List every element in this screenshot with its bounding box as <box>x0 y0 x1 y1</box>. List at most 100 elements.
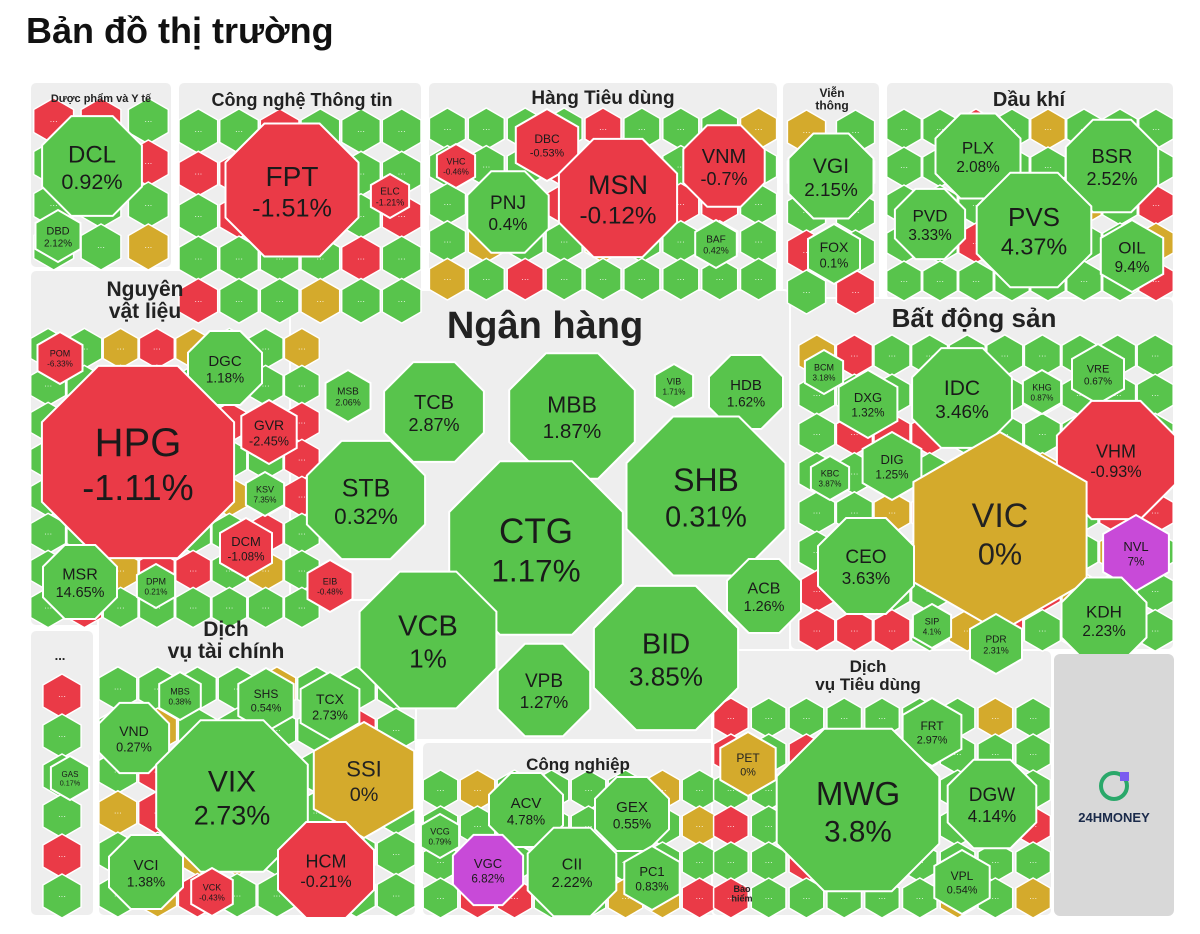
stock-cell-vix[interactable] <box>155 719 309 873</box>
stock-cell-frt[interactable] <box>901 696 963 768</box>
stock-ticker: PVS <box>1008 202 1060 232</box>
stock-cell-dxg[interactable] <box>837 368 899 440</box>
stock-cell-gas[interactable] <box>49 754 91 802</box>
stock-cell-dbd[interactable] <box>34 208 82 264</box>
hidden-ticker-dots: ··· <box>194 297 202 306</box>
stock-cell-acb[interactable] <box>726 558 802 634</box>
stock-cell-gex[interactable] <box>594 776 670 852</box>
stock-cell-hcm[interactable] <box>277 821 375 919</box>
stock-cell-elc[interactable] <box>369 172 411 220</box>
stock-cell-vhc[interactable] <box>435 142 477 190</box>
stock-change: 0.87% <box>1031 394 1054 403</box>
stock-cell-bsr[interactable] <box>1064 118 1160 214</box>
stock-ticker: VCG <box>430 827 450 837</box>
stock-cell-ksv[interactable] <box>244 470 286 518</box>
stock-cell-idc[interactable] <box>911 347 1013 449</box>
hidden-ticker-dots: ··· <box>765 858 773 867</box>
stock-cell-fpt[interactable] <box>224 122 360 258</box>
stock-cell-shb[interactable] <box>625 415 787 577</box>
stock-change: 2.87% <box>408 415 459 435</box>
stock-cell-dcl[interactable] <box>41 115 143 217</box>
stock-cell-pvd[interactable] <box>893 187 967 261</box>
stock-ticker: NVL <box>1123 539 1148 554</box>
hidden-ticker-dots: ··· <box>50 117 58 126</box>
stock-cell-vgc[interactable] <box>451 833 525 907</box>
hidden-ticker-dots: ··· <box>638 125 646 134</box>
stock-cell-dcm[interactable] <box>219 516 273 580</box>
stock-cell-pc1[interactable] <box>623 844 681 912</box>
hidden-ticker-dots: ··· <box>696 894 704 903</box>
hidden-ticker-dots: ··· <box>585 786 593 795</box>
stock-cell-stb[interactable] <box>305 439 427 561</box>
hidden-ticker-dots: ··· <box>1080 277 1088 286</box>
stock-cell-bcm[interactable] <box>803 348 845 396</box>
stock-ticker: DPM <box>146 577 166 587</box>
stock-cell-dgc[interactable] <box>187 330 263 406</box>
stock-cell-vib[interactable] <box>653 362 695 410</box>
stock-change: 1.18% <box>206 370 244 385</box>
stock-cell-oil[interactable] <box>1099 218 1165 294</box>
stock-cell-dgw[interactable] <box>946 758 1038 850</box>
stock-cell-bid[interactable] <box>592 584 740 732</box>
sector-title: vụ tài chính <box>168 640 285 663</box>
stock-change: 9.4% <box>1115 259 1150 276</box>
stock-cell-pnj[interactable] <box>466 170 550 254</box>
stock-cell-vcg[interactable] <box>419 812 461 860</box>
stock-cell-vgi[interactable] <box>787 132 875 220</box>
stock-cell-tcb[interactable] <box>383 361 485 463</box>
stock-cell-sip[interactable] <box>911 602 953 650</box>
stock-cell-dpm[interactable] <box>135 562 177 610</box>
stock-cell-vpb[interactable] <box>496 642 592 738</box>
stock-cell-vpl[interactable] <box>933 848 991 916</box>
small-stock-cell <box>712 877 749 919</box>
stock-cell-eib[interactable] <box>306 558 354 614</box>
stock-cell-dig[interactable] <box>861 430 923 502</box>
hidden-ticker-dots: ··· <box>1076 391 1084 400</box>
hidden-ticker-dots: ··· <box>727 786 735 795</box>
hidden-ticker-dots: ··· <box>813 509 821 518</box>
stock-change: 2.06% <box>335 398 361 408</box>
stock-cell-gvr[interactable] <box>240 398 298 466</box>
hidden-ticker-dots: ··· <box>225 604 233 613</box>
stock-cell-ceo[interactable] <box>817 517 915 615</box>
hidden-ticker-dots: ··· <box>888 509 896 518</box>
stock-cell-vcb[interactable] <box>358 570 498 710</box>
stock-cell-fox[interactable] <box>807 222 861 286</box>
stock-cell-tcx[interactable] <box>299 670 361 742</box>
stock-cell-ctg[interactable] <box>448 460 624 636</box>
stock-cell-acv[interactable] <box>488 772 564 848</box>
stock-cell-dbc[interactable] <box>514 107 580 183</box>
hidden-ticker-dots: ··· <box>1038 352 1046 361</box>
stock-cell-ssi[interactable] <box>312 720 416 840</box>
stock-cell-pvs[interactable] <box>975 171 1093 289</box>
stock-cell-vnm[interactable] <box>682 124 766 208</box>
stock-change: -0.7% <box>700 169 747 189</box>
hidden-ticker-dots: ··· <box>298 419 306 428</box>
stock-cell-pom[interactable] <box>36 330 84 386</box>
stock-cell-pet[interactable] <box>719 730 777 798</box>
stock-cell-cii[interactable] <box>526 826 618 918</box>
stock-cell-vci[interactable] <box>108 834 184 910</box>
stock-change: 0.83% <box>635 880 668 893</box>
hidden-ticker-dots: ··· <box>852 288 860 297</box>
stock-cell-msr[interactable] <box>42 544 118 620</box>
stock-ticker: BID <box>642 629 690 661</box>
hidden-ticker-dots: ··· <box>482 275 490 284</box>
stock-cell-khg[interactable] <box>1021 368 1063 416</box>
hidden-ticker-dots: ··· <box>392 850 400 859</box>
stock-cell-msn[interactable] <box>557 137 679 259</box>
stock-cell-mwg[interactable] <box>775 727 941 893</box>
stock-cell-mbs[interactable] <box>158 670 202 722</box>
stock-cell-baf[interactable] <box>694 218 738 270</box>
stock-cell-msb[interactable] <box>324 368 372 424</box>
stock-cell-pdr[interactable] <box>969 612 1023 676</box>
page-title: Bản đồ thị trường <box>26 10 334 51</box>
stock-cell-vnd[interactable] <box>97 701 171 775</box>
hidden-ticker-dots: ··· <box>1038 626 1046 635</box>
stock-cell-vck[interactable] <box>190 866 234 918</box>
sector-title: Hàng Tiêu dùng <box>531 88 674 109</box>
stock-cell-kbc[interactable] <box>809 454 851 502</box>
hidden-ticker-dots: ··· <box>392 726 400 735</box>
stock-cell-hpg[interactable] <box>40 364 236 560</box>
stock-ticker: VND <box>119 723 149 739</box>
